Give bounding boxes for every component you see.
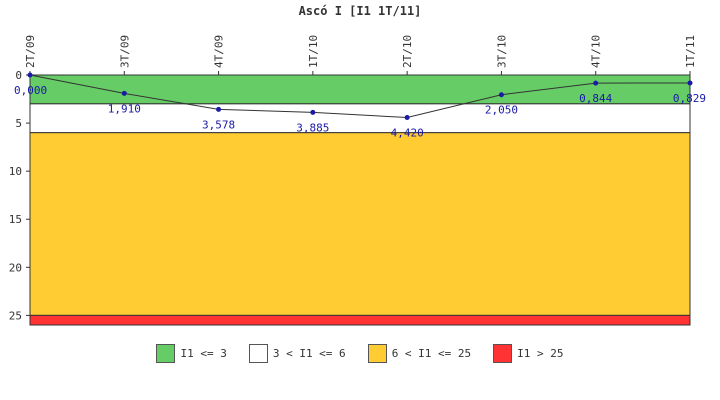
chart-title: Ascó I [I1 1T/11] xyxy=(299,4,422,18)
band xyxy=(29,314,691,326)
x-tick-label: 3T/09 xyxy=(118,35,131,68)
x-tick-label: 3T/10 xyxy=(495,35,508,68)
band xyxy=(29,103,691,134)
series-line xyxy=(29,74,691,119)
legend-swatch xyxy=(493,344,513,363)
data-label: 0,844 xyxy=(579,92,612,105)
x-tick-label: 2T/09 xyxy=(24,35,37,68)
y-tick-label: 20 xyxy=(9,261,22,274)
x-tick-label: 4T/09 xyxy=(213,35,226,68)
band xyxy=(29,74,691,105)
legend-label: 3 < I1 <= 6 xyxy=(272,347,346,360)
data-point xyxy=(404,115,410,120)
legend-label: I1 <= 3 xyxy=(180,347,227,360)
legend-item: I1 > 25 xyxy=(493,344,564,363)
band xyxy=(29,132,691,316)
x-tick-label: 1T/10 xyxy=(307,35,320,68)
data-label: 0,000 xyxy=(14,84,47,97)
data-point xyxy=(310,109,316,115)
x-tick-label: 1T/11 xyxy=(684,35,697,68)
bands xyxy=(29,74,691,326)
legend-item: I1 <= 3 xyxy=(156,344,227,363)
data-label: 0,829 xyxy=(673,92,706,105)
legend-swatch xyxy=(156,344,176,363)
y-tick-label: 5 xyxy=(15,117,22,130)
data-label: 3,578 xyxy=(202,118,235,131)
legend-item: 6 < I1 <= 25 xyxy=(367,344,472,363)
x-axis: 2T/09 3T/09 4T/09 1T/10 2T/10 3T/10 4T/10 1T/11 xyxy=(24,35,697,76)
y-tick-label: 25 xyxy=(9,309,22,322)
y-tick-label: 0 xyxy=(15,69,22,82)
data-point xyxy=(687,80,693,86)
legend-swatch xyxy=(367,344,387,363)
data-point xyxy=(27,72,33,78)
data-label: 2,050 xyxy=(485,104,518,117)
legend-item: 3 < I1 <= 6 xyxy=(248,344,346,363)
data-label: 1,910 xyxy=(108,102,141,115)
legend-swatch xyxy=(248,344,268,363)
series: 0,000 1,910 3,578 3,885 4,420 2,050 0,844 0,829 xyxy=(14,72,706,140)
data-label: 4,420 xyxy=(391,127,424,140)
legend: I1 <= 3 3 < I1 <= 6 6 < I1 <= 25 I1 > 25 xyxy=(0,344,720,363)
data-label: 3,885 xyxy=(296,121,329,134)
y-axis: 0 5 10 15 20 25 xyxy=(9,69,31,325)
data-point xyxy=(216,106,222,112)
legend-label: I1 > 25 xyxy=(517,347,564,360)
data-point xyxy=(593,80,599,86)
data-point xyxy=(121,90,127,96)
legend-label: 6 < I1 <= 25 xyxy=(391,347,472,360)
y-tick-label: 15 xyxy=(9,213,22,226)
x-tick-label: 2T/10 xyxy=(401,35,414,68)
x-tick-label: 4T/10 xyxy=(590,35,603,68)
y-tick-label: 10 xyxy=(9,165,22,178)
data-point xyxy=(498,92,504,98)
